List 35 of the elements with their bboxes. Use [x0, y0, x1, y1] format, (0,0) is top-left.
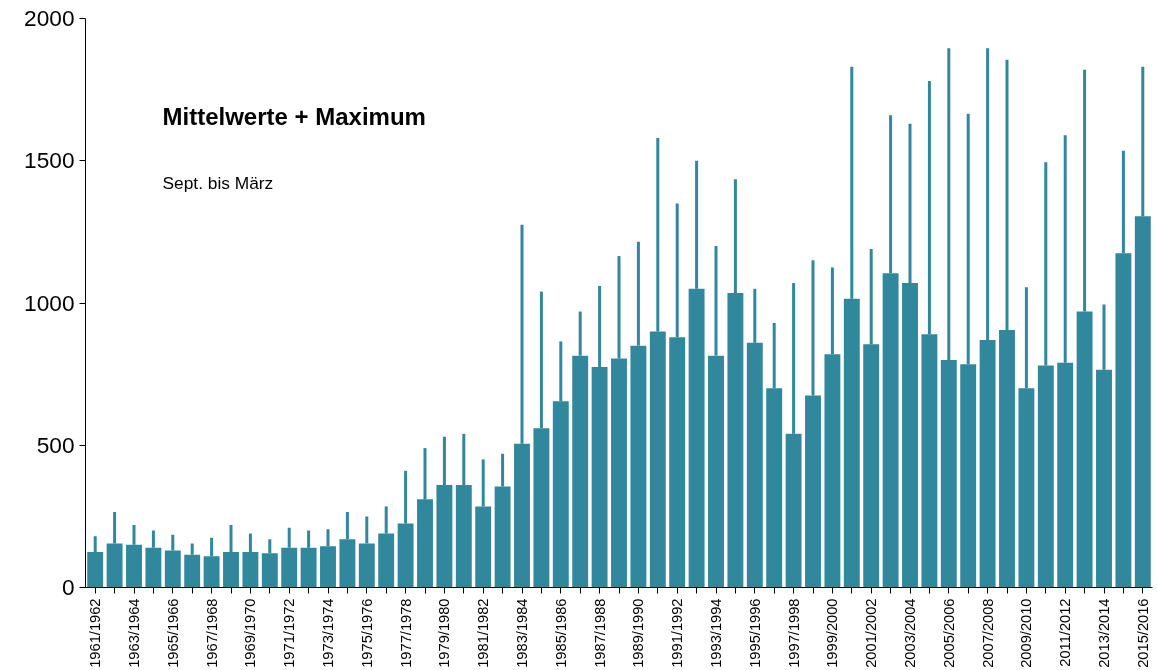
x-tick-label: 1987/1988 — [591, 598, 608, 668]
x-tick-label: 1967/1968 — [203, 598, 220, 668]
x-tick-label: 1971/1972 — [281, 598, 298, 668]
y-tick-label: 0 — [61, 574, 75, 600]
text: Sept. bis März — [162, 172, 274, 193]
x-tick-label: 1961/1962 — [87, 598, 104, 668]
x-tick-label: 1983/1984 — [514, 598, 530, 668]
x-tick-label: 2015/2016 — [1134, 598, 1151, 668]
x-tick-label: 1993/1994 — [708, 598, 724, 668]
x-tick-label: 2001/2002 — [863, 598, 880, 668]
x-tick-label: 2007/2008 — [979, 598, 996, 668]
x-tick-label: 2011/2012 — [1057, 598, 1074, 667]
y-tick-label: 2000 — [24, 5, 75, 31]
y-tick-label: 1000 — [24, 289, 75, 316]
x-tick-label: 1969/1970 — [242, 598, 259, 668]
x-tick-label: 1977/1978 — [397, 598, 414, 668]
x-tick-label: 1963/1964 — [126, 598, 142, 668]
x-tick-label: 1965/1966 — [164, 598, 181, 668]
x-tick-label: 1985/1986 — [552, 598, 569, 668]
x-tick-label: 2009/2010 — [1018, 598, 1035, 668]
y-tick-label: 500 — [36, 431, 75, 458]
x-tick-label: 1973/1974 — [320, 598, 336, 668]
x-tick-label: 2005/2006 — [940, 598, 957, 668]
x-tick-label: 1989/1990 — [630, 598, 647, 668]
x-tick-label: 2013/2014 — [1096, 598, 1112, 668]
y-tick-label: 1500 — [24, 147, 75, 174]
x-tick-label: 1979/1980 — [436, 598, 453, 668]
x-tick-label: 1975/1976 — [358, 598, 375, 668]
x-tick-label: 1999/2000 — [824, 598, 841, 668]
x-tick-label: 1995/1996 — [746, 598, 763, 668]
text: Mittelwerte + Maximum — [162, 102, 426, 130]
x-tick-label: 2003/2004 — [902, 598, 918, 668]
x-tick-label: 1991/1992 — [669, 598, 686, 668]
x-tick-label: 1997/1998 — [785, 598, 802, 668]
x-tick-label: 1981/1982 — [475, 598, 492, 668]
